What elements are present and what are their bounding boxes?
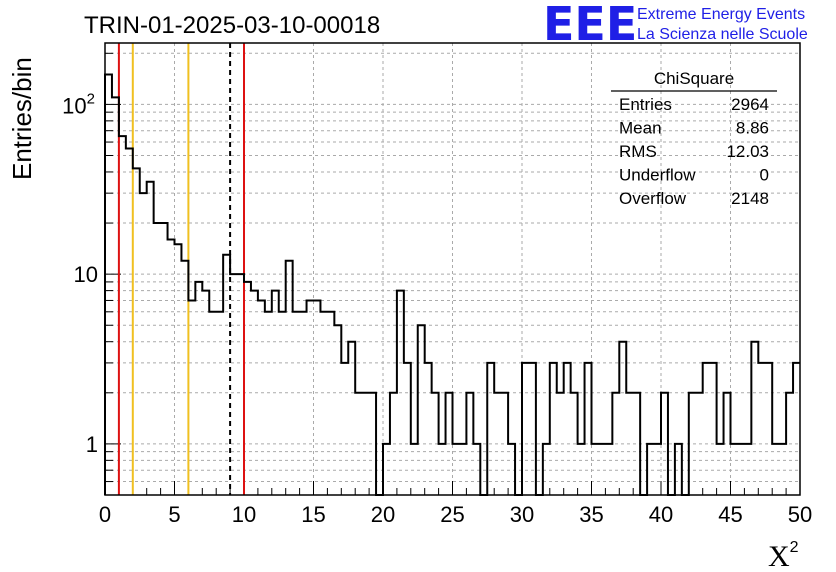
vertical-marker-lines xyxy=(117,43,245,495)
x-tick-label: 35 xyxy=(579,502,603,527)
x-axis-label-base: X xyxy=(768,540,790,572)
y-axis-label: Entries/bin xyxy=(7,57,37,180)
x-axis-label-superscript: 2 xyxy=(790,539,799,556)
stats-row-label: Entries xyxy=(619,95,672,114)
stats-row-label: Mean xyxy=(619,119,662,138)
stats-box-rows: Entries 2964 Mean 8.86 RMS 12.03 Underflow 0 Ove… xyxy=(619,95,769,208)
stats-box: ChiSquare Entries 2964 Mean 8.86 RMS 12.03 Und… xyxy=(611,69,777,208)
y-tick-label-base: 10 xyxy=(62,93,86,118)
stats-row-value: 2964 xyxy=(731,95,769,114)
y-tick-label: 102 xyxy=(62,90,95,118)
plot-frame xyxy=(104,42,801,496)
x-tick-label: 25 xyxy=(440,502,464,527)
x-tick-label: 15 xyxy=(301,502,325,527)
x-tick-label: 30 xyxy=(510,502,534,527)
x-tick-label: 40 xyxy=(649,502,673,527)
x-tick-label: 50 xyxy=(788,502,812,527)
histogram-outline xyxy=(104,73,800,496)
x-tick-label: 0 xyxy=(99,502,111,527)
chart-title: TRIN-01-2025-03-10-00018 xyxy=(84,12,380,39)
x-tick-label: 45 xyxy=(718,502,742,527)
x-tick-label: 20 xyxy=(371,502,395,527)
stats-row-value: 12.03 xyxy=(726,142,769,161)
grid-lines xyxy=(105,43,800,496)
x-tick-label: 5 xyxy=(168,502,180,527)
eee-logo-line1: Extreme Energy Events xyxy=(637,6,805,23)
eee-logo-mark: EEE xyxy=(543,0,637,51)
stats-row-label: Overflow xyxy=(619,189,687,208)
stats-box-title: ChiSquare xyxy=(654,69,734,88)
x-tick-label: 10 xyxy=(232,502,256,527)
stats-row-value: 2148 xyxy=(731,189,769,208)
histogram-bins xyxy=(104,73,800,496)
y-tick-label-exponent: 2 xyxy=(87,90,95,107)
stats-row-label: Underflow xyxy=(619,166,696,185)
eee-logo-line2: La Scienza nelle Scuole xyxy=(637,26,808,43)
x-axis-ticks: 0 5 10 15 20 25 30 35 40 45 50 xyxy=(99,481,812,527)
stats-row-value: 0 xyxy=(760,166,769,185)
y-tick-label: 1 xyxy=(86,432,98,457)
stats-row-label: RMS xyxy=(619,142,657,161)
stats-row-value: 8.86 xyxy=(736,119,769,138)
y-tick-label: 10 xyxy=(74,262,98,287)
x-axis-label: X2 xyxy=(768,539,799,572)
eee-logo: EEE Extreme Energy Events La Scienza nel… xyxy=(543,0,808,51)
